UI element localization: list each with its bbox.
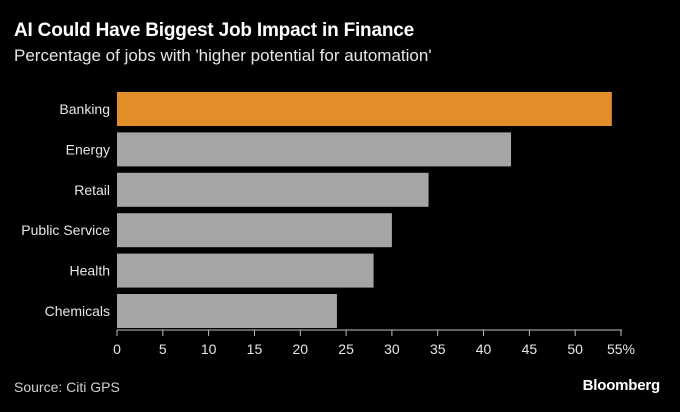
x-tick-label-10: 50 — [567, 341, 583, 357]
category-label-banking: Banking — [59, 101, 110, 117]
category-label-energy: Energy — [66, 141, 110, 157]
bar-retail — [117, 172, 429, 207]
bloomberg-logo: Bloomberg — [582, 377, 661, 394]
category-label-chemicals: Chemicals — [45, 303, 110, 319]
bar-chemicals — [117, 294, 337, 328]
category-label-retail: Retail — [74, 182, 110, 198]
bar-health — [117, 253, 374, 288]
bar-energy — [117, 132, 512, 167]
x-tick-label-0: 0 — [113, 341, 121, 357]
bar-banking — [117, 92, 612, 126]
x-tick-label-5: 25 — [338, 341, 354, 357]
x-tick-label-11: 55% — [607, 341, 635, 357]
chart-subtitle: Percentage of jobs with 'higher potentia… — [14, 46, 432, 65]
x-tick-label-7: 35 — [430, 341, 446, 357]
x-tick-label-3: 15 — [247, 341, 263, 357]
x-tick-label-1: 5 — [159, 341, 167, 357]
x-tick-label-9: 45 — [522, 341, 538, 357]
chart-title: AI Could Have Biggest Job Impact in Fina… — [14, 20, 414, 41]
category-label-public-service: Public Service — [21, 222, 110, 238]
x-tick-label-2: 10 — [201, 341, 217, 357]
category-label-health: Health — [70, 263, 110, 279]
source-note: Source: Citi GPS — [14, 379, 120, 395]
x-tick-label-6: 30 — [384, 341, 400, 357]
x-tick-label-8: 40 — [476, 341, 492, 357]
x-tick-label-4: 20 — [292, 341, 308, 357]
bar-public-service — [117, 213, 392, 248]
